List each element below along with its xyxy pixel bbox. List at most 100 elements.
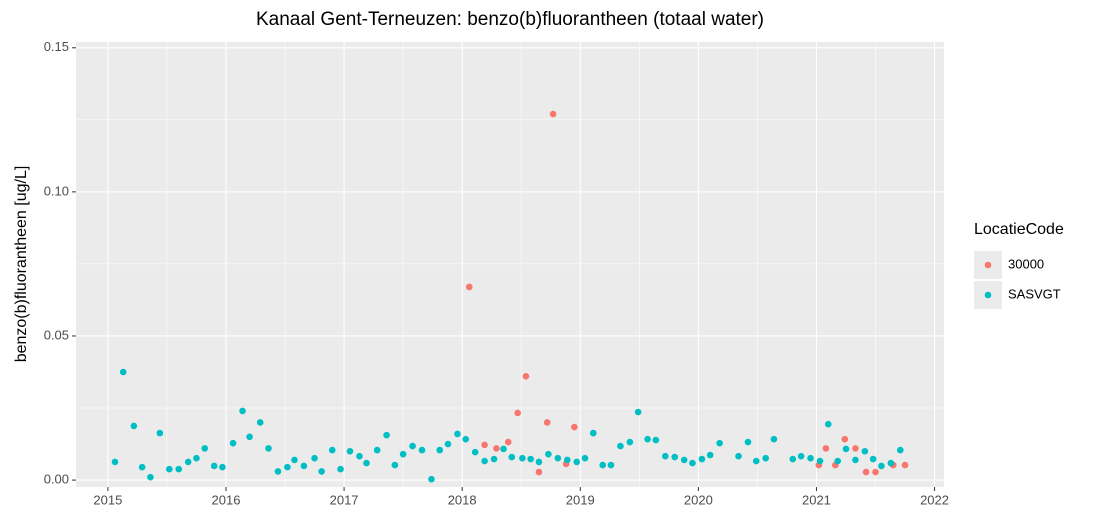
point bbox=[581, 454, 589, 462]
point bbox=[671, 453, 679, 461]
point bbox=[318, 468, 325, 475]
point bbox=[842, 445, 850, 453]
point bbox=[887, 459, 895, 467]
point bbox=[428, 475, 435, 483]
point bbox=[554, 454, 562, 462]
point bbox=[716, 439, 723, 447]
point bbox=[789, 455, 797, 463]
x-tick-label: 2016 bbox=[212, 492, 241, 507]
point bbox=[589, 429, 597, 437]
x-tick-label: 2021 bbox=[802, 492, 831, 507]
point bbox=[706, 451, 714, 459]
point bbox=[504, 438, 512, 446]
legend-title: LocatieCode bbox=[974, 221, 1064, 238]
point bbox=[481, 457, 488, 465]
point bbox=[897, 446, 904, 454]
point bbox=[274, 468, 282, 475]
point bbox=[549, 110, 557, 118]
x-tick-label: 2020 bbox=[684, 492, 713, 507]
point bbox=[573, 458, 581, 466]
point bbox=[508, 453, 516, 461]
point bbox=[246, 433, 253, 441]
x-tick-label: 2018 bbox=[448, 492, 477, 507]
point bbox=[291, 456, 298, 464]
point bbox=[436, 446, 444, 454]
point bbox=[462, 435, 470, 443]
point bbox=[418, 446, 426, 454]
point bbox=[337, 465, 344, 473]
point bbox=[138, 463, 146, 471]
point bbox=[165, 465, 173, 473]
y-tick-label: 0.00 bbox=[44, 472, 69, 487]
legend-marker bbox=[984, 291, 992, 299]
point bbox=[535, 458, 543, 466]
point bbox=[256, 419, 264, 426]
point bbox=[373, 446, 381, 454]
point bbox=[454, 430, 461, 438]
point bbox=[869, 455, 877, 463]
point bbox=[481, 441, 488, 449]
legend-label: SASVGT bbox=[1008, 286, 1061, 301]
point bbox=[824, 420, 832, 428]
point bbox=[545, 450, 552, 458]
point bbox=[543, 419, 551, 426]
point bbox=[872, 468, 879, 476]
point bbox=[522, 373, 530, 380]
point bbox=[284, 463, 291, 471]
point bbox=[807, 454, 814, 462]
point bbox=[797, 452, 805, 460]
point bbox=[626, 438, 634, 446]
x-tick-label: 2015 bbox=[93, 492, 122, 507]
marks bbox=[111, 110, 909, 483]
point bbox=[514, 409, 521, 417]
point bbox=[363, 459, 370, 467]
point bbox=[644, 435, 651, 443]
point bbox=[391, 461, 399, 469]
point bbox=[563, 456, 571, 464]
point bbox=[184, 458, 192, 466]
point bbox=[328, 446, 336, 454]
x-tick-label: 2022 bbox=[920, 492, 949, 507]
point bbox=[201, 445, 209, 452]
point bbox=[698, 455, 706, 463]
point bbox=[175, 465, 183, 473]
point bbox=[822, 445, 830, 452]
point bbox=[770, 435, 778, 443]
point bbox=[661, 452, 669, 460]
point bbox=[111, 458, 119, 466]
x-tick-label: 2019 bbox=[566, 492, 595, 507]
point bbox=[490, 455, 498, 463]
point bbox=[500, 445, 507, 453]
point bbox=[471, 448, 479, 456]
y-tick-label: 0.10 bbox=[44, 183, 69, 198]
y-axis-title: benzo(b)fluorantheen [ug/L] bbox=[13, 166, 30, 363]
legend-label: 30000 bbox=[1008, 256, 1044, 271]
point bbox=[265, 445, 272, 452]
point bbox=[346, 447, 354, 455]
point bbox=[409, 442, 416, 450]
point bbox=[599, 461, 607, 469]
point bbox=[210, 462, 218, 470]
point bbox=[383, 431, 390, 439]
point bbox=[229, 439, 237, 447]
point bbox=[735, 452, 742, 460]
point bbox=[816, 457, 824, 465]
grid bbox=[76, 42, 944, 487]
point bbox=[519, 454, 526, 462]
point bbox=[652, 436, 660, 444]
point bbox=[465, 283, 473, 291]
point bbox=[607, 461, 615, 469]
point bbox=[444, 440, 452, 448]
point bbox=[762, 454, 769, 462]
point bbox=[535, 468, 543, 476]
point bbox=[119, 368, 127, 376]
chart-title: Kanaal Gent-Terneuzen: benzo(b)fluoranth… bbox=[256, 9, 764, 30]
point bbox=[841, 435, 849, 443]
point bbox=[752, 457, 760, 465]
legend-marker bbox=[984, 261, 992, 269]
y-tick-label: 0.15 bbox=[44, 39, 69, 54]
point bbox=[901, 461, 909, 469]
point bbox=[130, 422, 138, 430]
y-tick-label: 0.05 bbox=[44, 327, 69, 342]
